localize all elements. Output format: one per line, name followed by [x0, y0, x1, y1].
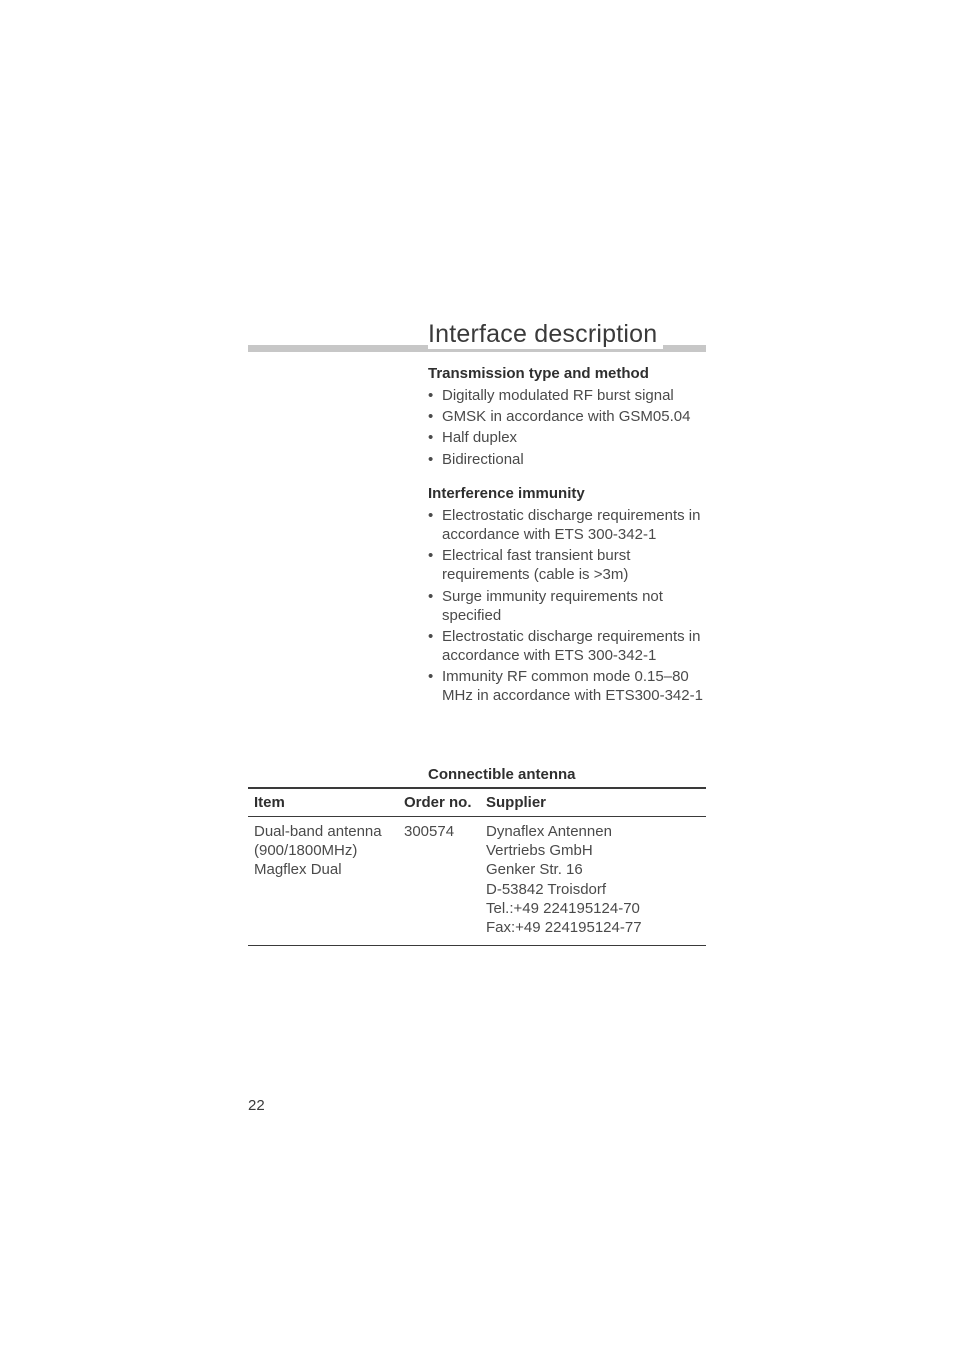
- interference-list: Electrostatic discharge requirements in …: [428, 506, 706, 706]
- column-header-order: Order no.: [398, 788, 480, 817]
- table-header-row: Item Order no. Supplier: [248, 788, 706, 817]
- document-page: Interface description Transmission type …: [0, 0, 954, 1348]
- cell-item: Dual-band antenna (900/1800MHz) Magflex …: [248, 817, 398, 946]
- cell-order-no: 300574: [398, 817, 480, 946]
- cell-line: Vertriebs GmbH: [486, 841, 700, 860]
- list-item: Electrical fast transient burst requirem…: [428, 546, 706, 584]
- cell-line: Dynaflex Antennen: [486, 822, 700, 841]
- section-title: Interface description: [428, 320, 663, 349]
- list-item: Immunity RF common mode 0.15–80 MHz in a…: [428, 667, 706, 705]
- cell-line: Tel.:+49 224195124-70: [486, 899, 700, 918]
- cell-line: Magflex Dual: [254, 860, 392, 879]
- list-item: Half duplex: [428, 428, 706, 447]
- cell-line: Fax:+49 224195124-77: [486, 918, 700, 937]
- antenna-table: Item Order no. Supplier Dual-band antenn…: [248, 787, 706, 946]
- antenna-table-caption: Connectible antenna: [428, 766, 706, 783]
- list-item: GMSK in accordance with GSM05.04: [428, 407, 706, 426]
- cell-line: D-53842 Troisdorf: [486, 880, 700, 899]
- body-content: Transmission type and method Digitally m…: [428, 365, 706, 722]
- transmission-list: Digitally modulated RF burst signal GMSK…: [428, 386, 706, 469]
- page-number: 22: [248, 1097, 265, 1114]
- cell-line: Genker Str. 16: [486, 860, 700, 879]
- list-item: Surge immunity requirements not specifie…: [428, 587, 706, 625]
- cell-supplier: Dynaflex Antennen Vertriebs GmbH Genker …: [480, 817, 706, 946]
- list-item: Digitally modulated RF burst signal: [428, 386, 706, 405]
- cell-line: Dual-band antenna: [254, 822, 392, 841]
- column-header-supplier: Supplier: [480, 788, 706, 817]
- column-header-item: Item: [248, 788, 398, 817]
- cell-line: (900/1800MHz): [254, 841, 392, 860]
- list-item: Bidirectional: [428, 450, 706, 469]
- list-item: Electrostatic discharge requirements in …: [428, 506, 706, 544]
- transmission-heading: Transmission type and method: [428, 365, 706, 382]
- list-item: Electrostatic discharge requirements in …: [428, 627, 706, 665]
- antenna-table-section: Connectible antenna Item Order no. Suppl…: [248, 766, 706, 946]
- table-row: Dual-band antenna (900/1800MHz) Magflex …: [248, 817, 706, 946]
- interference-heading: Interference immunity: [428, 485, 706, 502]
